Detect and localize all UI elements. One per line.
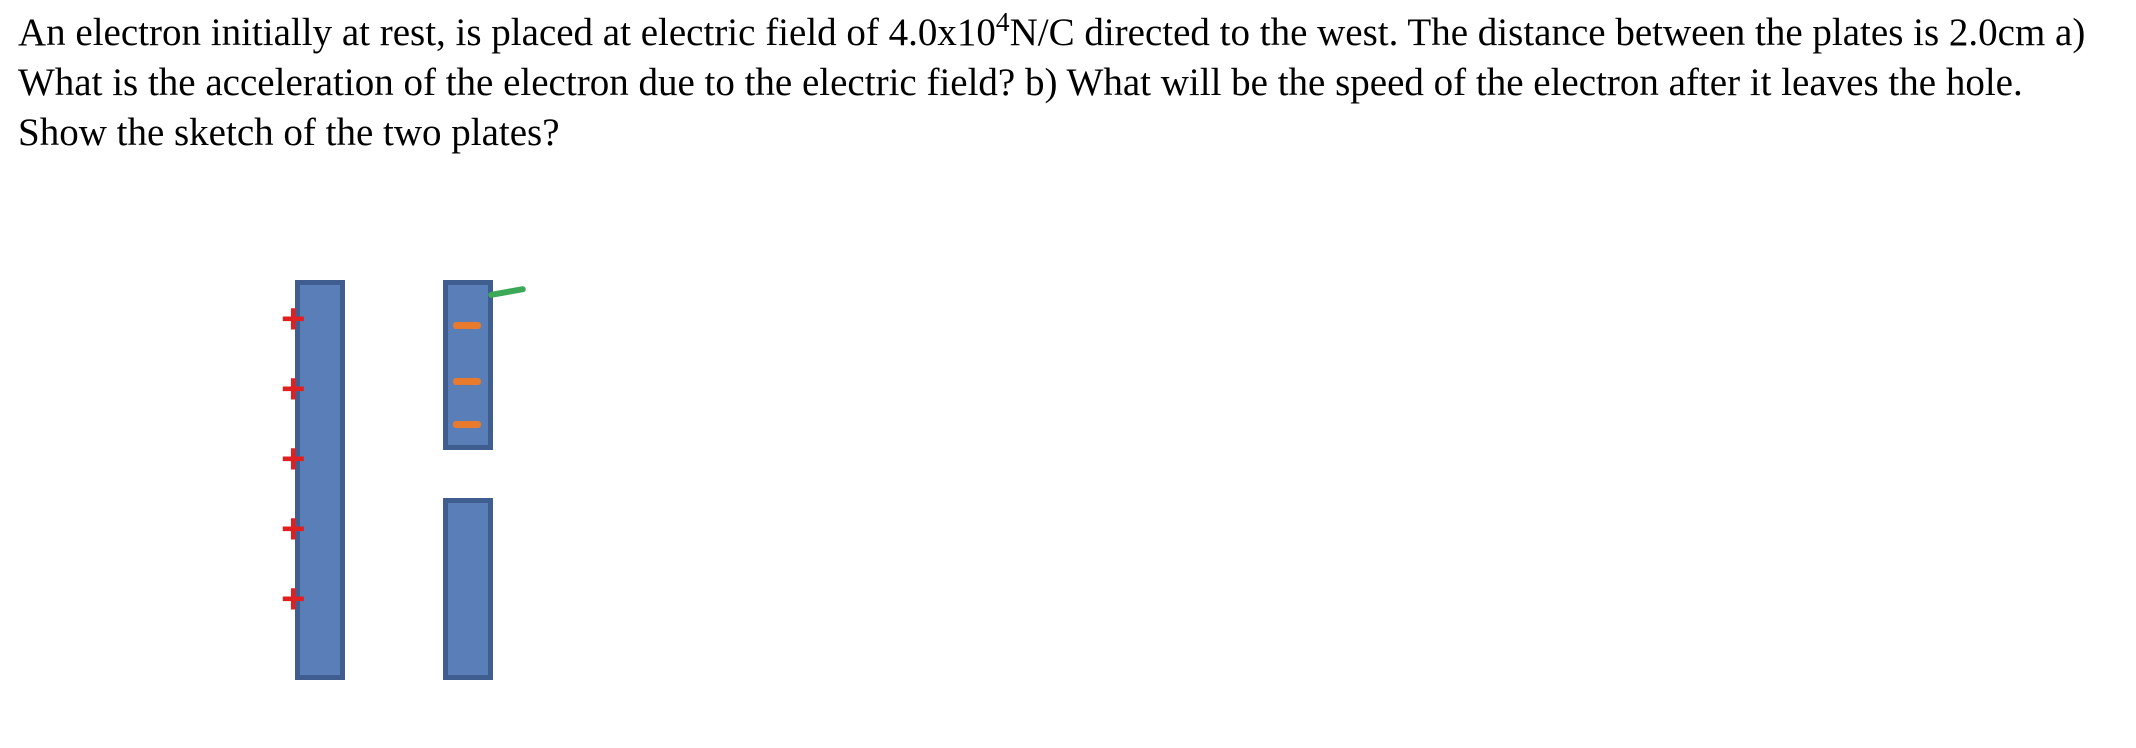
plus-charge-icon: + [281, 508, 306, 550]
question-part1: An electron initially at rest, is placed… [18, 11, 996, 54]
minus-charge-icon [453, 378, 481, 385]
plus-charge-icon: + [281, 368, 306, 410]
question-text: An electron initially at rest, is placed… [18, 8, 2118, 158]
minus-charge-icon [453, 322, 481, 329]
plus-charge-icon: + [281, 298, 306, 340]
question-exponent: 4 [996, 7, 1010, 37]
minus-charge-icon [453, 421, 481, 428]
exit-mark-icon [488, 286, 526, 299]
plus-charge-icon: + [281, 438, 306, 480]
capacitor-diagram: + + + + + [295, 270, 555, 710]
plus-charge-icon: + [281, 578, 306, 620]
plate-right-bottom-negative [443, 498, 493, 680]
